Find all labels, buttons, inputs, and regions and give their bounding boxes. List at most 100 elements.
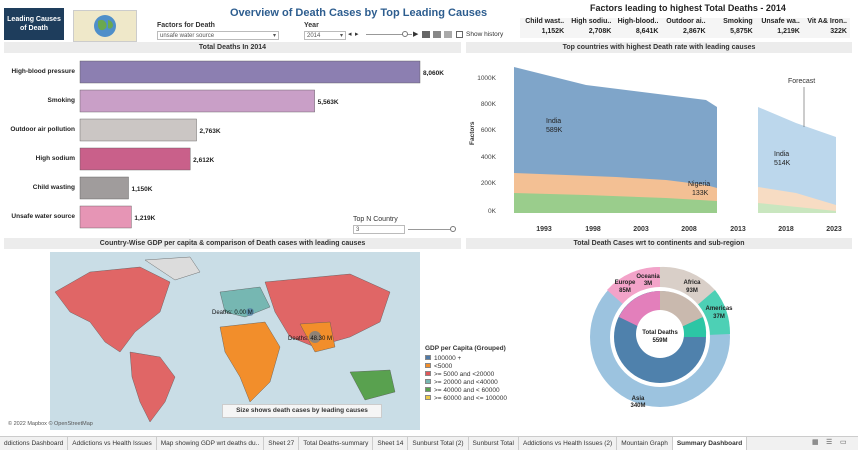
map-panel-title: Country-Wise GDP per capita & comparison…	[4, 238, 461, 249]
sheet-tab[interactable]: Sunburst Total (2)	[408, 437, 469, 450]
topn-value: 3	[356, 227, 360, 233]
sheet-tab[interactable]: Total Deaths-summary	[299, 437, 374, 450]
bar-panel-title: Total Deaths In 2014	[4, 42, 461, 53]
prev-year-button[interactable]: ◂	[348, 31, 352, 38]
sheet-tab[interactable]: Mountain Graph	[617, 437, 673, 450]
xtick: 2023	[826, 226, 842, 233]
topn-slider[interactable]	[408, 229, 454, 230]
label-asia: Asia	[632, 396, 645, 402]
annotation-forecast: Forecast	[788, 78, 815, 85]
bar-category-label: High-blood pressure	[11, 68, 75, 75]
map-credit: © 2022 Mapbox © OpenStreetMap	[8, 421, 93, 427]
factors-dropdown[interactable]: unsafe water source ▾	[157, 31, 279, 40]
map-legend: GDP per Capita (Grouped) 100000 + <5000 >=…	[425, 345, 525, 403]
factors-value: unsafe water source	[160, 33, 215, 39]
kpi-value: 8,641K	[635, 28, 659, 35]
sunburst-chart: Total Deaths 559M Asia 340M Europe 85M O…	[585, 262, 735, 412]
death-circle[interactable]	[246, 308, 254, 316]
legend-item[interactable]: 100000 +	[425, 355, 525, 363]
legend-item[interactable]: >= 20000 and <40000	[425, 379, 525, 387]
legend-label: >= 5000 and <20000	[434, 371, 495, 378]
logo: Leading Causes of Death	[4, 8, 64, 40]
bar[interactable]	[79, 60, 421, 84]
bar[interactable]	[79, 205, 132, 229]
sheet-tab[interactable]: Sheet 14	[373, 437, 409, 450]
ytick: 200K	[481, 180, 497, 187]
legend-label: >= 60000 and <= 100000	[434, 395, 508, 402]
legend-item[interactable]: >= 40000 and < 60000	[425, 387, 525, 395]
grid-view-icon[interactable]: ▦	[812, 439, 819, 446]
sheet-tab[interactable]: Sheet 27	[264, 437, 300, 450]
kpi-value: 2,708K	[588, 28, 612, 35]
world-map[interactable]: Deaths: 0.00 M Deaths: 48.30 M	[50, 252, 420, 430]
map-label-deaths: Deaths: 0.00 M	[212, 310, 253, 316]
sheet-tab[interactable]: Sunburst Total	[469, 437, 519, 450]
map-note: Size shows death cases by leading causes	[222, 404, 382, 418]
chevron-down-icon: ▾	[339, 33, 343, 39]
legend-item[interactable]: >= 60000 and <= 100000	[425, 395, 525, 403]
center-label: Total Deaths	[642, 330, 678, 336]
legend-swatch	[425, 379, 431, 384]
next-year-button[interactable]: ▸	[355, 31, 359, 38]
topn-slider-handle[interactable]	[450, 226, 456, 232]
bar[interactable]	[79, 176, 129, 200]
legend-label: 100000 +	[434, 355, 462, 362]
legend-swatch	[425, 371, 431, 376]
label-americas-value: 37M	[713, 314, 725, 320]
death-circle[interactable]	[309, 331, 321, 343]
south-america	[129, 351, 176, 423]
bar[interactable]	[79, 89, 315, 113]
topn-label: Top N Country	[353, 216, 398, 223]
y-axis: 1000K 800K 600K 400K 200K 0K	[477, 75, 496, 215]
year-dropdown[interactable]: 2014 ▾	[304, 31, 346, 40]
kpi-name: Vit A& Iron..	[807, 18, 847, 25]
year-slider[interactable]	[366, 34, 412, 35]
playback-speed-icon[interactable]	[433, 31, 441, 38]
legend-item[interactable]: >= 5000 and <20000	[425, 371, 525, 379]
kpi-value: 1,219K	[777, 28, 800, 35]
kpi-title: Factors leading to highest Total Deaths …	[590, 3, 786, 13]
chevron-down-icon: ▾	[272, 33, 276, 39]
annotation-nigeria: Nigeria	[688, 181, 710, 188]
ytick: 800K	[481, 101, 497, 108]
kpi-name: Unsafe wa..	[761, 18, 800, 25]
playback-speed-icon[interactable]	[422, 31, 430, 38]
kpi-value: 5,875K	[730, 28, 753, 35]
label-oceania-value: 3M	[644, 281, 652, 287]
annotation-nigeria-value: 133K	[692, 190, 709, 197]
legend-item[interactable]: <5000	[425, 363, 525, 371]
sheet-tab[interactable]: Addictions vs Health Issues	[68, 437, 157, 450]
bar[interactable]	[79, 147, 191, 171]
show-history-checkbox[interactable]	[456, 31, 463, 38]
bar-value-label: 8,060K	[423, 70, 444, 77]
kpi-value: 2,867K	[682, 28, 706, 35]
sheet-tab[interactable]: Addictions vs Health Issues (2)	[519, 437, 618, 450]
bar-category-label: Smoking	[48, 97, 75, 104]
year-slider-handle[interactable]	[402, 31, 408, 37]
north-america	[54, 266, 171, 353]
bar-category-label: Child wasting	[33, 184, 75, 191]
sheet-tab[interactable]: ddictions Dashboard	[0, 437, 69, 450]
sheet-tabs: ddictions Dashboard Addictions vs Health …	[0, 436, 858, 450]
annotation-india: India	[546, 118, 561, 125]
legend-title: GDP per Capita (Grouped)	[425, 345, 506, 352]
play-button[interactable]: ▶	[413, 31, 419, 38]
sheet-tab[interactable]: Summary Dashboard	[672, 437, 748, 450]
list-view-icon[interactable]: ☰	[826, 439, 833, 446]
xtick: 2003	[633, 226, 649, 233]
bar-value-label: 5,563K	[318, 99, 339, 106]
legend-label: <5000	[434, 363, 453, 370]
topn-input[interactable]: 3	[353, 225, 405, 234]
area-third	[514, 193, 717, 213]
area-chart: 1000K 800K 600K 400K 200K 0K Factors Ind…	[466, 55, 852, 235]
europe	[219, 286, 271, 318]
bar[interactable]	[79, 118, 197, 142]
label-africa: Africa	[683, 280, 701, 286]
playback-speed-icon[interactable]	[444, 31, 452, 38]
bar-value-label: 1,219K	[134, 215, 155, 222]
filmstrip-icon[interactable]: ▭	[840, 439, 847, 446]
legend-swatch	[425, 387, 431, 392]
greenland	[144, 256, 201, 281]
sheet-tab[interactable]: Map showing GDP wrt deaths du..	[157, 437, 265, 450]
globe-image	[73, 10, 137, 42]
